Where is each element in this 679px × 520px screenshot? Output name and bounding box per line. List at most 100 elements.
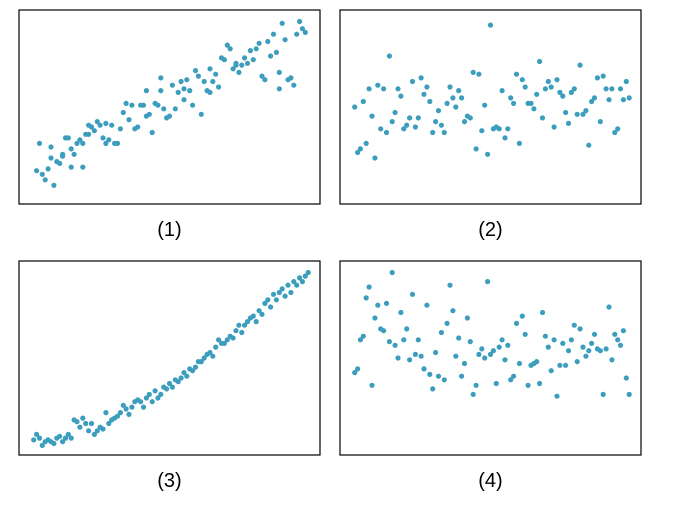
scatter-point <box>415 115 421 121</box>
scatter-point <box>138 399 144 405</box>
points-4 <box>352 269 632 399</box>
scatter-point <box>467 339 473 345</box>
scatter-point <box>441 377 447 383</box>
scatter-point <box>407 115 413 121</box>
scatter-point <box>485 279 491 285</box>
scatter-point <box>433 349 439 356</box>
scatter-point <box>198 111 204 117</box>
scatter-point <box>291 279 297 285</box>
scatter-point <box>91 431 97 437</box>
scatter-point <box>45 166 51 172</box>
scatter-point <box>482 102 488 108</box>
scatter-point <box>140 404 147 410</box>
scatter-point <box>563 362 569 368</box>
scatter-point <box>360 333 366 339</box>
scatter-point <box>80 140 86 146</box>
scatter-point <box>381 86 387 92</box>
scatter-point <box>273 297 279 303</box>
scatter-point <box>563 109 569 116</box>
scatter-point <box>459 95 465 101</box>
scatter-point <box>409 291 416 297</box>
scatter-point <box>68 164 74 170</box>
scatter-point <box>276 86 282 92</box>
scatter-point <box>94 119 100 125</box>
scatter-point <box>583 108 589 114</box>
scatter-point <box>571 322 577 328</box>
scatter-point <box>230 66 236 72</box>
points-1 <box>34 18 308 188</box>
scatter-point <box>86 428 92 434</box>
scatter-point <box>447 84 453 90</box>
scatter-point <box>201 355 207 361</box>
scatter-point <box>233 328 239 334</box>
scatter-point <box>502 135 508 141</box>
scatter-point <box>158 88 164 94</box>
scatter-point <box>583 353 589 359</box>
scatter-point <box>401 337 407 343</box>
scatter-point <box>256 40 262 46</box>
scatter-point <box>589 98 595 105</box>
scatter-point <box>415 337 421 343</box>
plot-frame-3 <box>18 260 321 456</box>
scatter-point <box>580 111 586 117</box>
scatter-point <box>250 313 256 319</box>
scatter-point <box>551 124 557 130</box>
scatter-point <box>479 346 485 352</box>
scatter-point <box>421 366 427 372</box>
scatter-point <box>357 146 363 152</box>
scatter-point <box>537 380 543 387</box>
scatter-point <box>427 371 433 377</box>
scatter-point <box>117 410 123 416</box>
scatter-point <box>169 82 175 88</box>
scatter-point <box>143 88 149 94</box>
scatter-point <box>270 291 277 297</box>
scatter-point <box>244 60 251 66</box>
scatter-point <box>615 337 621 343</box>
scatter-point <box>291 82 297 88</box>
scatter-point <box>386 53 392 59</box>
scatter-point <box>80 415 86 421</box>
scatter-point <box>534 91 540 97</box>
scatter-point <box>398 309 404 316</box>
scatter-point <box>609 357 615 363</box>
scatter-point <box>574 111 580 117</box>
scatter-point <box>123 406 129 412</box>
scatter-point <box>288 289 294 296</box>
scatter-point <box>464 315 470 321</box>
scatter-point <box>114 413 121 419</box>
scatter-point <box>294 282 300 288</box>
scatter-point <box>603 86 609 92</box>
scatter-point <box>198 359 204 365</box>
scatter-point <box>363 295 369 301</box>
scatter-point <box>109 122 115 128</box>
scatter-point <box>166 113 173 119</box>
panel-3: (3) <box>18 260 321 492</box>
scatter-point <box>155 395 161 401</box>
scatter-point <box>626 391 632 397</box>
scatter-point <box>175 89 181 95</box>
scatter-point <box>74 419 80 425</box>
scatter-point <box>430 386 436 392</box>
scatter-point <box>155 102 161 108</box>
plot-frame-4 <box>339 260 642 456</box>
scatter-point <box>181 86 187 92</box>
scatter-point <box>519 313 525 319</box>
scatter-point <box>375 82 381 88</box>
scatter-point <box>51 440 57 447</box>
scatter-point <box>270 31 277 37</box>
scatter-point <box>299 26 305 32</box>
scatter-point <box>597 119 603 125</box>
scatter-point <box>479 128 485 134</box>
scatter-point <box>383 129 390 136</box>
scatter-point <box>178 375 184 381</box>
scatter-point <box>381 328 387 334</box>
scatter-point <box>120 402 126 408</box>
scatter-point <box>565 120 572 126</box>
scatter-point <box>357 337 363 343</box>
scatter-point <box>505 342 511 348</box>
scatter-point <box>580 344 586 350</box>
scatter-point <box>213 344 219 350</box>
scatter-point <box>496 126 502 132</box>
panel-4: (4) <box>339 260 642 492</box>
